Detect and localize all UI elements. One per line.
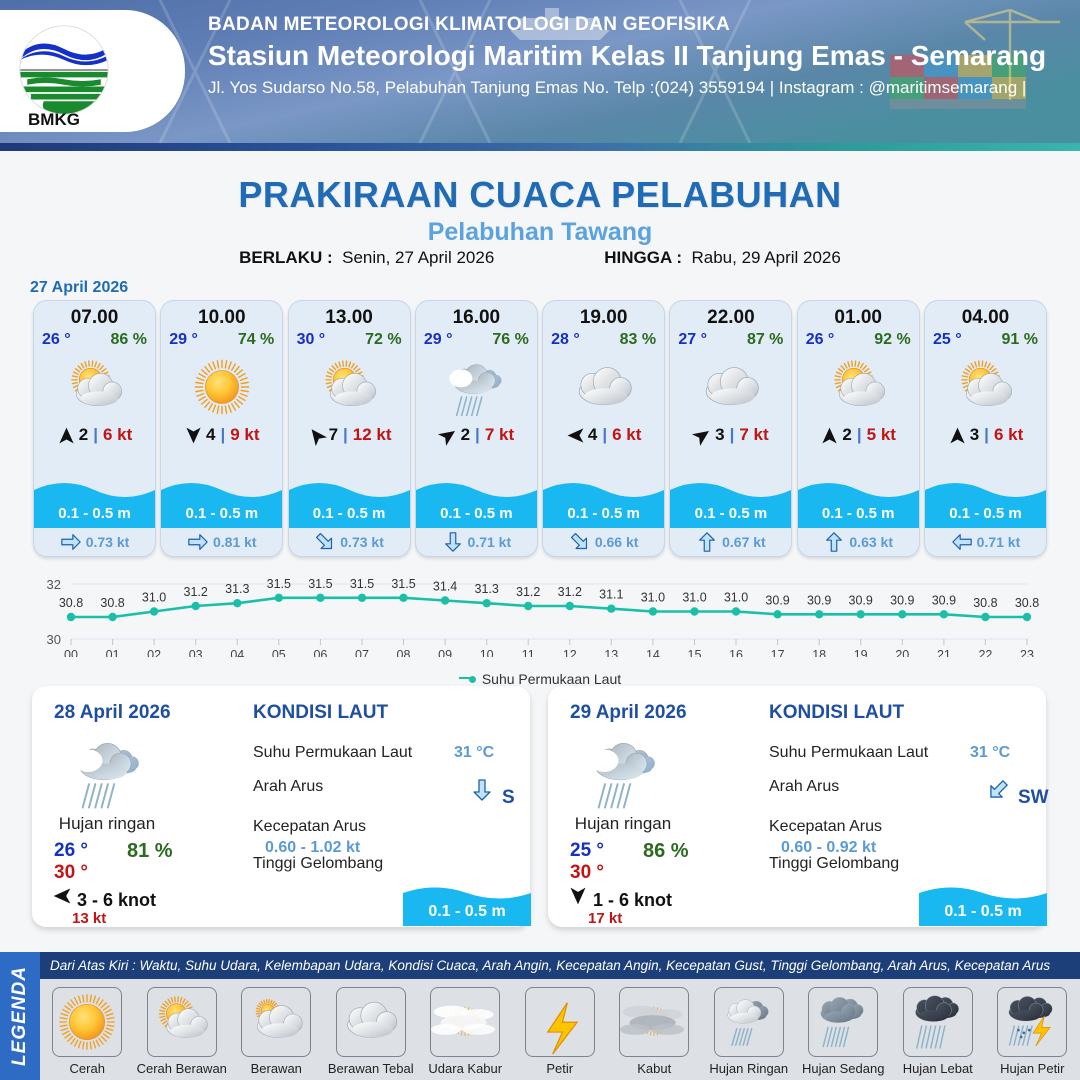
svg-text:31.1: 31.1 — [599, 588, 623, 602]
svg-text:12: 12 — [563, 648, 577, 657]
svg-text:22: 22 — [978, 648, 992, 657]
svg-text:13: 13 — [604, 648, 618, 657]
svg-text:30.9: 30.9 — [765, 593, 789, 607]
svg-text:32: 32 — [47, 577, 61, 592]
svg-text:17: 17 — [771, 648, 785, 657]
svg-text:07: 07 — [355, 648, 369, 657]
svg-text:31.4: 31.4 — [433, 580, 457, 594]
svg-text:31.2: 31.2 — [516, 585, 540, 599]
svg-text:19: 19 — [854, 648, 868, 657]
svg-text:30.8: 30.8 — [59, 596, 83, 610]
svg-text:02: 02 — [147, 648, 161, 657]
svg-text:23: 23 — [1020, 648, 1034, 657]
svg-text:10: 10 — [480, 648, 494, 657]
svg-text:31.2: 31.2 — [558, 585, 582, 599]
svg-text:30: 30 — [47, 632, 61, 647]
svg-text:30.9: 30.9 — [890, 593, 914, 607]
svg-text:31.5: 31.5 — [308, 577, 332, 591]
svg-text:31.0: 31.0 — [724, 591, 748, 605]
svg-text:05: 05 — [272, 648, 286, 657]
svg-text:30.9: 30.9 — [807, 593, 831, 607]
svg-text:04: 04 — [230, 648, 244, 657]
svg-text:03: 03 — [189, 648, 203, 657]
svg-text:31.0: 31.0 — [641, 591, 665, 605]
svg-text:15: 15 — [688, 648, 702, 657]
svg-text:14: 14 — [646, 648, 660, 657]
svg-text:31.5: 31.5 — [391, 577, 415, 591]
svg-text:31.0: 31.0 — [682, 591, 706, 605]
svg-text:30.9: 30.9 — [932, 593, 956, 607]
svg-text:09: 09 — [438, 648, 452, 657]
svg-text:30.8: 30.8 — [1015, 596, 1039, 610]
svg-text:31.3: 31.3 — [475, 582, 499, 596]
svg-text:18: 18 — [812, 648, 826, 657]
svg-text:08: 08 — [397, 648, 411, 657]
svg-text:20: 20 — [895, 648, 909, 657]
svg-text:31.0: 31.0 — [142, 591, 166, 605]
svg-text:30.8: 30.8 — [100, 596, 124, 610]
svg-text:31.5: 31.5 — [267, 577, 291, 591]
svg-text:30.9: 30.9 — [849, 593, 873, 607]
svg-text:11: 11 — [522, 648, 535, 657]
svg-text:16: 16 — [729, 648, 743, 657]
svg-text:30.8: 30.8 — [973, 596, 997, 610]
svg-text:31.3: 31.3 — [225, 582, 249, 596]
svg-text:01: 01 — [106, 648, 120, 657]
svg-text:00: 00 — [64, 648, 78, 657]
svg-text:31.2: 31.2 — [184, 585, 208, 599]
svg-text:31.5: 31.5 — [350, 577, 374, 591]
svg-text:06: 06 — [313, 648, 327, 657]
svg-text:21: 21 — [937, 648, 951, 657]
